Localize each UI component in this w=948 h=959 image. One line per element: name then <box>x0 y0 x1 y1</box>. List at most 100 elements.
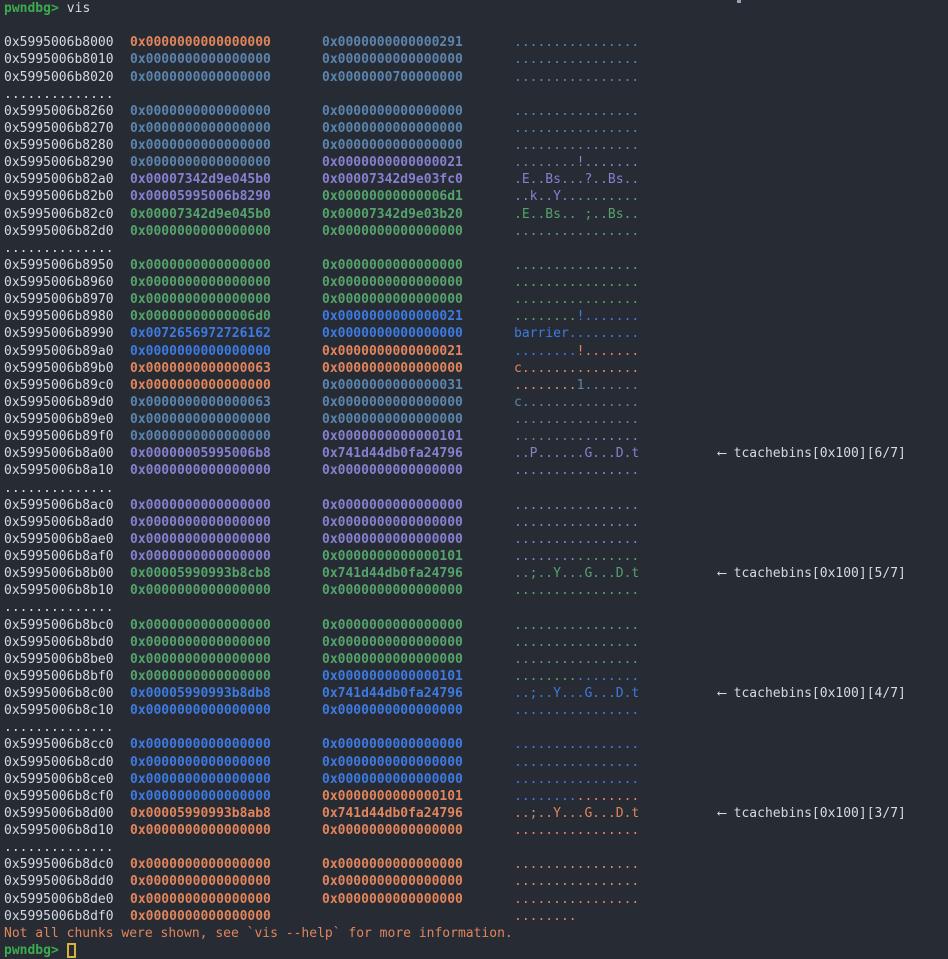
ascii-bytes: ........ <box>576 634 640 650</box>
hex-value-cell: 0x00005990993b8ab8 <box>130 805 322 822</box>
ascii-cell: ........1....... <box>514 377 718 394</box>
address-cell: 0x5995006b8000 <box>4 35 114 51</box>
hex-value-cell: 0x0000000000000000 <box>322 736 514 753</box>
ascii-bytes: ........ <box>514 35 577 51</box>
hex-value-cell: 0x0000000000000000 <box>322 856 514 873</box>
memory-row: 0x5995006b8cc0 0x0000000000000000 0x000000… <box>0 736 948 753</box>
address-cell: 0x5995006b89f0 <box>4 429 114 445</box>
ascii-cell: ..;..Y...G...D.t <box>514 685 718 702</box>
ascii-cell: ................ <box>514 120 718 137</box>
hex-value: 0x00005990993b8db8 <box>130 686 271 701</box>
ascii-bytes: ........ <box>576 394 640 410</box>
hex-value-cell: 0x0000000000000000 <box>130 634 322 651</box>
ascii-bytes: ........ <box>576 257 640 273</box>
ascii-cell: ................ <box>514 856 718 873</box>
hex-value: 0x00000000000006d0 <box>130 309 271 325</box>
hex-value-cell: 0x0000000000000000 <box>130 411 322 428</box>
memory-row: 0x5995006b8b10 0x0000000000000000 0x000000… <box>0 582 948 599</box>
hex-value-cell: 0x00007342d9e045b0 <box>130 171 322 188</box>
address-cell: 0x5995006b8cf0 <box>4 788 114 804</box>
hex-value-cell: 0x0000000000000000 <box>130 531 322 548</box>
ascii-bytes: ........ <box>514 120 577 136</box>
ascii-cell: ........!....... <box>514 343 718 360</box>
ascii-bytes: ..;..Y.. <box>514 566 577 582</box>
hex-value: 0x0000000000000000 <box>130 514 271 530</box>
address-cell: 0x5995006b8df0 <box>4 908 114 924</box>
ascii-bytes: ........ <box>514 874 577 890</box>
ascii-bytes: ........ <box>576 35 640 51</box>
hex-value-cell: 0x0000000000000101 <box>322 788 514 805</box>
memory-row: 0x5995006b82d0 0x0000000000000000 0x000000… <box>0 223 948 240</box>
hex-value-cell: 0x0000000000000000 <box>322 137 514 154</box>
ascii-bytes: ........ <box>576 223 640 239</box>
ascii-bytes: ........ <box>514 908 577 924</box>
ascii-bytes: ........ <box>514 514 577 530</box>
ascii-bytes: .?..Bs.. <box>576 172 640 188</box>
hex-value: 0x0000000000000000 <box>322 412 463 427</box>
hex-value-cell: 0x0000000000000063 <box>130 360 322 377</box>
memory-row: 0x5995006b8df0 0x0000000000000000........ <box>0 908 948 925</box>
separator-row: .............. <box>4 600 114 616</box>
address-cell: 0x5995006b82d0 <box>4 223 114 239</box>
ascii-cell: ................ <box>514 891 718 908</box>
memory-row: 0x5995006b82b0 0x00005995006b8290 0x000000… <box>0 188 948 205</box>
hex-value-cell: 0x0000000000000000 <box>130 154 322 171</box>
hex-value: 0x0000000000000000 <box>130 771 271 787</box>
ascii-cell: ................ <box>514 223 718 240</box>
hex-value-cell: 0x0000000000000000 <box>322 514 514 531</box>
memory-row: 0x5995006b89b0 0x0000000000000063 0x000000… <box>0 360 948 377</box>
ascii-bytes: ........ <box>514 52 577 68</box>
hex-value: 0x0000000000000000 <box>130 69 271 85</box>
ascii-cell: ................ <box>514 497 718 514</box>
separator-row: .............. <box>4 86 114 102</box>
hex-value-cell: 0x741d44db0fa24796 <box>322 685 514 702</box>
hex-value: 0x00005995006b8290 <box>130 189 271 205</box>
hex-value-cell: 0x0000000000000101 <box>322 668 514 685</box>
address-cell: 0x5995006b8b00 <box>4 566 114 582</box>
hex-value-cell: 0x0000000000000000 <box>322 531 514 548</box>
ascii-bytes: ;..Bs.. <box>576 206 640 222</box>
hex-value-cell: 0x0000000000000000 <box>322 411 514 428</box>
hex-value: 0x0000000000000000 <box>130 377 271 393</box>
memory-row: 0x5995006b8970 0x0000000000000000 0x000000… <box>0 291 948 308</box>
memory-row: 0x5995006b8ad0 0x0000000000000000 0x000000… <box>0 514 948 531</box>
address-cell: 0x5995006b89c0 <box>4 377 114 393</box>
hex-value: 0x0000000000000000 <box>322 737 463 753</box>
ascii-bytes: ........ <box>576 737 640 753</box>
address-cell: 0x5995006b8ad0 <box>4 514 114 530</box>
hex-value-cell: 0x0000000000000000 <box>130 736 322 753</box>
hex-value-cell: 0x00005995006b8290 <box>130 188 322 205</box>
ascii-bytes: ........ <box>576 857 640 873</box>
ascii-cell: ........!....... <box>514 154 718 171</box>
hex-value-cell: 0x0000000000000000 <box>322 634 514 651</box>
ascii-bytes: ..P..... <box>514 446 577 462</box>
memory-row: 0x5995006b8af0 0x0000000000000000 0x000000… <box>0 548 948 565</box>
hex-value: 0x0000000000000000 <box>322 463 463 479</box>
ascii-cell: ................ <box>514 514 718 531</box>
address-cell: 0x5995006b8c10 <box>4 703 114 719</box>
ascii-cell: ................ <box>514 137 718 154</box>
warning-message: Not all chunks were shown, see `vis --he… <box>4 925 513 941</box>
hex-value: 0x0000000000000000 <box>130 788 271 804</box>
hex-value: 0x0000000000000000 <box>130 52 271 68</box>
ascii-bytes: ........ <box>576 69 640 85</box>
ascii-bytes: ........ <box>514 634 577 650</box>
memory-row: 0x5995006b8bf0 0x0000000000000000 0x000000… <box>0 668 948 685</box>
ascii-bytes: ........ <box>576 788 640 804</box>
hex-value-cell: 0x0000000000000000 <box>130 582 322 599</box>
hex-value: 0x0000000000000000 <box>130 343 271 359</box>
address-cell: 0x5995006b8960 <box>4 275 114 290</box>
hex-value-cell: 0x0000000700000000 <box>322 69 514 86</box>
hex-value: 0x00000000000006d1 <box>322 189 463 205</box>
hex-value: 0x0000000000000000 <box>130 857 271 873</box>
ascii-bytes: .E..Bs.. <box>514 172 577 188</box>
ascii-cell: ................ <box>514 788 718 805</box>
memory-row: 0x5995006b8d10 0x0000000000000000 0x000000… <box>0 822 948 839</box>
ascii-cell: barrier......... <box>514 325 718 342</box>
address-cell: 0x5995006b8cc0 <box>4 737 114 753</box>
hex-value: 0x0072656972726162 <box>130 326 271 342</box>
memory-row: 0x5995006b8000 0x0000000000000000 0x000000… <box>0 34 948 51</box>
ascii-bytes: ........ <box>576 668 640 684</box>
prompt-line: pwndbg> <box>0 942 948 959</box>
